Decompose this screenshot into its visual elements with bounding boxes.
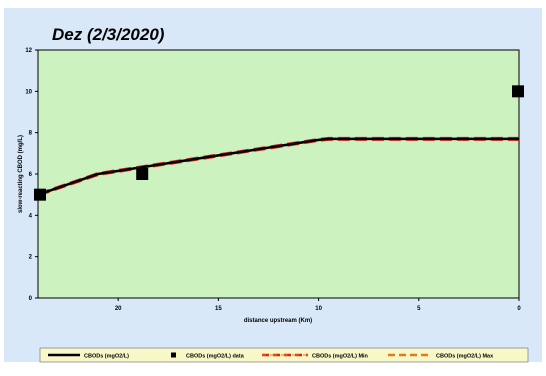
series-line-model	[37, 137, 519, 196]
y-tick-label: 2	[29, 255, 33, 261]
y-tick-label: 6	[29, 172, 33, 178]
y-tick-label: 12	[25, 48, 32, 54]
data-point-marker	[34, 188, 47, 201]
y-tick-label: 8	[29, 131, 33, 137]
x-tick-label: 5	[417, 306, 421, 312]
y-axis-label: slow-reacting CBOD (mg/L)	[18, 135, 24, 213]
x-tick-label: 15	[215, 306, 222, 312]
x-tick-label: 10	[315, 306, 322, 312]
legend-label-series-1: CBODs (mgO2/L)	[84, 354, 129, 360]
y-axis-ticks: 0 2 4 6 8 10 12	[25, 48, 38, 302]
y-tick-label: 4	[29, 213, 33, 219]
legend-label-series-4: CBODs (mgO2/L) Max	[436, 354, 494, 360]
legend-label-series-2: CBODs (mgO2/L) data	[186, 354, 245, 360]
y-tick-label: 10	[25, 89, 32, 95]
x-tick-label: 20	[115, 306, 122, 312]
x-tick-label: 0	[517, 306, 521, 312]
data-point-marker	[511, 85, 524, 98]
legend-label-series-3: CBODs (mgO2/L) Min	[312, 354, 369, 360]
legend: CBODs (mgO2/L) CBODs (mgO2/L) data CBODs…	[39, 347, 529, 363]
plot-area	[37, 49, 520, 299]
data-point-marker	[136, 168, 149, 180]
x-axis-ticks: 20 15 10 5 0	[115, 298, 521, 312]
legend-swatch-marker	[171, 352, 176, 358]
y-tick-label: 0	[29, 296, 33, 302]
chart-title: Dez (2/3/2020)	[52, 25, 165, 44]
series-layer	[34, 85, 524, 201]
x-axis-label: distance upstream (Km)	[244, 318, 312, 324]
